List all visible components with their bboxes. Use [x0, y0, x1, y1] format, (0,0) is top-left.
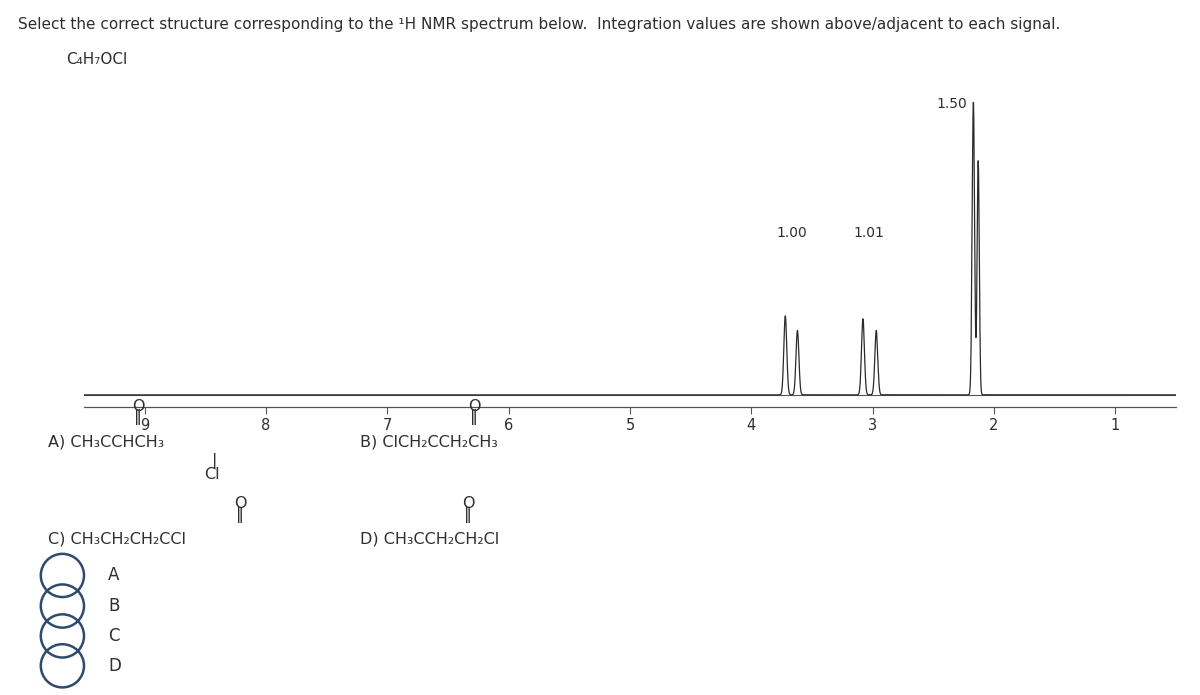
Text: D) CH₃CCH₂CH₂Cl: D) CH₃CCH₂CH₂Cl	[360, 532, 499, 547]
Text: 1.00: 1.00	[776, 226, 806, 240]
Text: O: O	[462, 496, 474, 511]
Text: 1.50: 1.50	[936, 97, 967, 111]
Text: Cl: Cl	[204, 467, 220, 482]
Text: O: O	[468, 398, 480, 414]
Text: C: C	[108, 627, 120, 645]
Text: O: O	[132, 398, 144, 414]
Text: B) ClCH₂CCH₂CH₃: B) ClCH₂CCH₂CH₃	[360, 434, 498, 450]
Text: 1.01: 1.01	[853, 226, 884, 240]
Text: B: B	[108, 597, 119, 615]
Text: C₄H₇OCl: C₄H₇OCl	[66, 52, 127, 67]
Text: ‖: ‖	[470, 409, 478, 425]
Text: A: A	[108, 566, 119, 584]
Text: ‖: ‖	[464, 507, 472, 523]
Text: A) CH₃CCHCH₃: A) CH₃CCHCH₃	[48, 434, 164, 450]
Text: |: |	[212, 453, 217, 469]
Text: C) CH₃CH₂CH₂CCl: C) CH₃CH₂CH₂CCl	[48, 532, 186, 547]
Text: Select the correct structure corresponding to the ¹H NMR spectrum below.  Integr: Select the correct structure correspondi…	[18, 17, 1061, 33]
Text: O: O	[234, 496, 246, 511]
Text: D: D	[108, 657, 121, 675]
Text: ‖: ‖	[236, 507, 244, 523]
Text: ‖: ‖	[134, 409, 142, 425]
